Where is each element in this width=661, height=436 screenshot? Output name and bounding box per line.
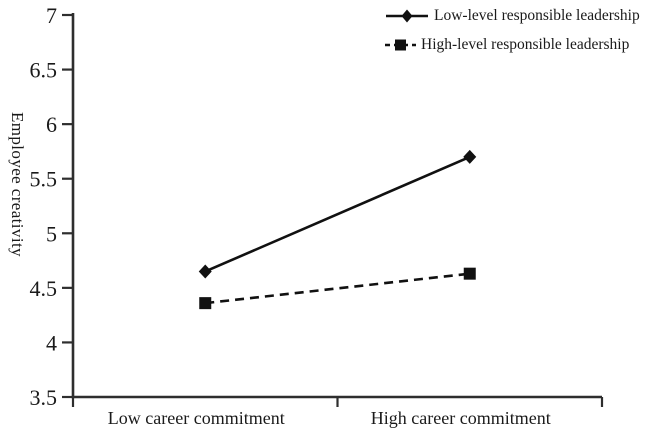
x-category-label: Low career commitment	[108, 408, 285, 428]
series-line-0	[204, 155, 471, 273]
legend: Low-level responsible leadership High-le…	[385, 1, 640, 59]
legend-label-high-level: High-level responsible leadership	[421, 35, 630, 53]
legend-item-high-level: High-level responsible leadership	[385, 30, 640, 59]
y-tick-label: 6	[46, 112, 57, 137]
x-category-label: High career commitment	[371, 408, 551, 428]
marker-square	[463, 267, 476, 280]
y-tick-label: 3.5	[30, 385, 58, 410]
y-tick-label: 5.5	[30, 167, 58, 192]
legend-label-low-level: Low-level responsible leadership	[434, 6, 640, 24]
y-tick-label: 7	[46, 3, 57, 28]
y-tick-label: 4.5	[30, 276, 58, 301]
series-line-1	[205, 272, 470, 305]
y-axis-title: Employee creativity	[8, 112, 27, 257]
y-tick-label: 5	[46, 221, 57, 246]
marker-diamond	[463, 149, 477, 164]
marker-diamond	[198, 264, 212, 279]
legend-item-low-level: Low-level responsible leadership	[385, 1, 640, 30]
legend-dashed-square-icon	[385, 39, 416, 50]
y-tick-label: 4	[46, 330, 57, 355]
legend-solid-diamond-icon	[386, 9, 428, 22]
y-tick-label: 6.5	[30, 58, 58, 83]
marker-square	[199, 297, 212, 310]
